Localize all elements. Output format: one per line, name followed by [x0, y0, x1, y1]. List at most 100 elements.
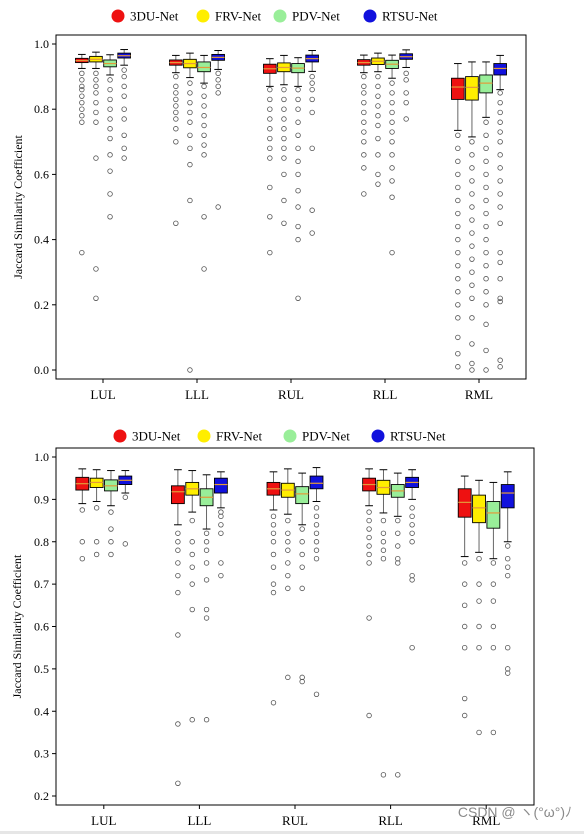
outlier-point — [295, 86, 301, 93]
outlier-point — [175, 632, 181, 638]
outlier-point — [270, 513, 277, 520]
outlier-point — [309, 96, 315, 103]
outlier-point — [270, 522, 277, 528]
outlier-point — [395, 772, 401, 778]
outlier-point — [497, 276, 503, 282]
y-tick-label: 0.4 — [34, 704, 49, 718]
outlier-point — [361, 165, 367, 171]
outlier-point — [309, 145, 315, 152]
outlier-point — [497, 109, 503, 116]
outlier-point — [267, 126, 273, 132]
outlier-point — [187, 161, 193, 168]
outlier-point — [189, 539, 195, 545]
outlier-point — [313, 691, 320, 697]
y-tick-label: 0.8 — [34, 102, 49, 116]
outlier-point — [295, 295, 301, 301]
outlier-point — [497, 139, 503, 145]
outlier-point — [267, 135, 273, 142]
outlier-point — [189, 717, 195, 723]
outlier-point — [107, 135, 113, 142]
outlier-point — [107, 77, 113, 83]
box-body — [472, 494, 486, 524]
outlier-point — [366, 526, 372, 532]
y-tick-label: 1.0 — [34, 37, 49, 51]
outlier-point — [175, 539, 181, 545]
box-rtsu-net-rml — [500, 471, 515, 676]
outlier-point — [189, 517, 195, 524]
outlier-point — [121, 116, 127, 122]
legend-label-3du-net: 3DU-Net — [130, 9, 179, 24]
legend-label-frv-net: FRV-Net — [216, 429, 263, 444]
outlier-point — [490, 598, 497, 604]
outlier-point — [189, 606, 195, 613]
outlier-point — [313, 513, 320, 520]
outlier-point — [497, 259, 503, 266]
y-tick-label: 0.3 — [34, 747, 49, 761]
legend-marker-frv-net — [196, 9, 210, 23]
outlier-point — [79, 99, 85, 106]
outlier-point — [281, 220, 287, 226]
box-body — [465, 76, 479, 101]
outlier-point — [361, 191, 367, 197]
legend-label-rtsu-net: RTSU-Net — [390, 429, 446, 444]
y-tick-label: 0.5 — [34, 662, 49, 676]
legend-marker-pdv-net — [273, 9, 287, 23]
outlier-point — [203, 717, 210, 723]
outlier-point — [483, 119, 489, 125]
box-pdv-net-lll — [197, 54, 211, 272]
outlier-point — [375, 113, 381, 119]
outlier-point — [409, 522, 415, 528]
box-body — [500, 484, 515, 509]
outlier-point — [366, 534, 372, 541]
outlier-point — [375, 152, 381, 158]
outlier-point — [313, 522, 320, 528]
x-tick-label-rml: RML — [472, 813, 500, 828]
outlier-point — [497, 298, 503, 305]
outlier-point — [469, 139, 475, 145]
outlier-point — [187, 132, 193, 138]
box-body — [479, 74, 493, 94]
outlier-point — [469, 204, 475, 210]
outlier-point — [490, 623, 497, 630]
outlier-point — [285, 585, 291, 592]
outlier-point — [469, 230, 475, 236]
box-frv-net-rul — [277, 54, 291, 226]
outlier-point — [201, 152, 207, 158]
box-3du-net-rul — [263, 58, 277, 256]
outlier-point — [490, 729, 497, 736]
outlier-point — [187, 80, 193, 86]
legend-label-rtsu-net: RTSU-Net — [382, 9, 438, 24]
box-rtsu-net-rul — [309, 467, 324, 697]
outlier-point — [267, 106, 273, 112]
legend: 3DU-Net FRV-Net PDV-Net RTSU-Net — [113, 429, 446, 444]
outlier-point — [490, 644, 497, 651]
box-3du-net-lul — [75, 468, 90, 562]
outlier-point — [403, 70, 409, 77]
outlier-point — [173, 90, 179, 96]
box-3du-net-rul — [266, 471, 281, 706]
outlier-point — [389, 129, 395, 135]
outlier-point — [281, 106, 287, 112]
outlier-point — [455, 158, 461, 165]
outlier-point — [173, 103, 179, 109]
outlier-point — [175, 547, 181, 553]
outlier-point — [299, 678, 305, 685]
outlier-point — [107, 214, 113, 220]
series-3du-net — [75, 468, 472, 786]
outlier-point — [93, 90, 99, 96]
x-tick-label-rml: RML — [465, 387, 493, 402]
outlier-point — [490, 560, 497, 566]
outlier-point — [93, 551, 100, 558]
outlier-point — [461, 623, 468, 630]
box-rtsu-net-rml — [493, 54, 507, 370]
outlier-point — [79, 70, 85, 77]
outlier-point — [189, 581, 195, 587]
outlier-point — [455, 197, 461, 204]
outlier-point — [455, 210, 461, 217]
outlier-point — [121, 67, 127, 73]
outlier-point — [483, 262, 489, 269]
outlier-point — [361, 129, 367, 135]
outlier-point — [455, 276, 461, 282]
outlier-point — [79, 539, 85, 545]
outlier-point — [497, 99, 503, 106]
